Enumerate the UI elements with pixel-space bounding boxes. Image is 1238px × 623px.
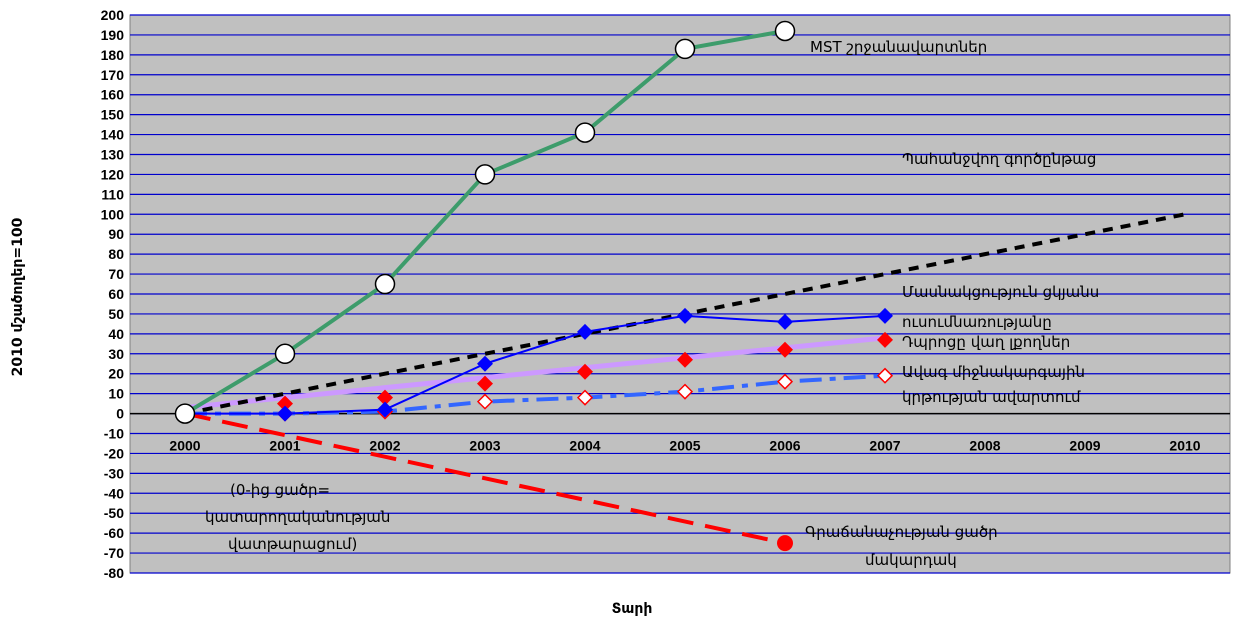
note-line2: կատարողականության <box>205 508 390 526</box>
y-tick-label: 40 <box>108 326 124 342</box>
x-tick-label: 2001 <box>269 438 300 454</box>
literacy-marker <box>476 393 494 410</box>
y-tick-label: 50 <box>108 306 124 322</box>
y-tick-label: 30 <box>108 346 124 362</box>
y-tick-label: 170 <box>101 67 125 83</box>
y-axis-title: 2010 մշածողեր=100 <box>10 217 26 376</box>
y-tick-label: 100 <box>101 206 125 222</box>
target-purple-line <box>184 335 886 411</box>
y-tick-label: 190 <box>101 27 125 43</box>
literacy-marker <box>676 383 694 400</box>
poverty-series-label-line2: մակարդակ <box>865 551 957 569</box>
mst-marker <box>174 403 196 424</box>
internet-series-label-line2: ուսումնառությանը <box>902 313 1052 331</box>
literacy-series-label-line1: Ավագ միջնակարգային <box>902 363 1085 381</box>
y-tick-label: -60 <box>104 525 124 541</box>
x-tick-label: 2005 <box>669 438 700 454</box>
internet-marker <box>677 307 693 324</box>
y-tick-label: -40 <box>104 485 124 501</box>
x-tick-label: 2010 <box>1169 438 1200 454</box>
y-tick-label: 110 <box>101 186 124 202</box>
y-tick-label: 140 <box>101 127 125 143</box>
y-tick-label: -50 <box>104 505 124 521</box>
x-tick-labels: 2000 2001 2002 2003 2004 2005 2006 2007 2008 2009… <box>169 438 1200 454</box>
x-axis-title: Տարի <box>612 601 653 617</box>
literacy-marker <box>876 367 894 384</box>
school-marker <box>577 363 593 380</box>
mst-marker <box>374 273 396 295</box>
y-tick-label: 10 <box>108 386 124 402</box>
internet-series-label-line1: Մասնակցություն ցկյանս <box>902 283 1099 301</box>
y-tick-label: -80 <box>104 565 124 581</box>
series-markers <box>174 20 894 552</box>
school-marker <box>877 331 893 348</box>
target-series-label: Պահանջվող գործընթաց <box>902 150 1096 168</box>
y-tick-label: -30 <box>104 465 124 481</box>
x-tick-label: 2008 <box>969 438 1000 454</box>
internet-line <box>185 314 886 415</box>
poverty-line <box>184 411 786 546</box>
school-marker <box>377 389 393 406</box>
x-tick-label: 2007 <box>869 438 900 454</box>
school-marker <box>777 341 793 358</box>
school-marker <box>477 375 493 392</box>
y-tick-label: 20 <box>108 366 124 382</box>
x-tick-label: 2002 <box>369 438 400 454</box>
poverty-marker <box>777 535 793 552</box>
literacy-marker <box>576 389 594 406</box>
internet-marker <box>877 307 893 324</box>
note-line3: վատթարացում) <box>228 535 357 553</box>
y-tick-label: 80 <box>108 246 124 262</box>
mst-marker <box>774 20 796 42</box>
y-tick-label: 90 <box>108 226 124 242</box>
y-tick-label: 0 <box>116 406 124 422</box>
x-tick-label: 2004 <box>569 438 600 454</box>
mst-marker <box>674 38 696 60</box>
y-tick-label: -10 <box>104 426 124 442</box>
note-line1: (0-ից ցածր= <box>230 481 330 499</box>
mst-series-label: MST շրջանավարտներ <box>810 38 987 56</box>
mst-marker <box>574 122 596 143</box>
literacy-line <box>185 373 886 416</box>
y-tick-label: 160 <box>101 87 125 103</box>
x-tick-label: 2003 <box>469 438 500 454</box>
annotations: MST շրջանավարտներ Պահանջվող գործընթաց Մա… <box>205 38 1099 569</box>
internet-marker <box>277 405 293 422</box>
mst-marker <box>274 343 296 365</box>
internet-marker <box>777 313 793 330</box>
y-tick-label: -70 <box>104 545 124 561</box>
school-marker <box>677 351 693 368</box>
internet-marker <box>377 401 393 418</box>
literacy-series-label-line2: կրթության ավարտում <box>902 388 1081 406</box>
y-tick-label: 130 <box>101 147 125 163</box>
y-tick-label: 200 <box>101 7 125 23</box>
y-tick-labels: -80 -70 -60 -50 -40 -30 -20 -10 0 10 20 30 40 50 60 70 8… <box>101 7 125 581</box>
school-series-label: Դպրոցը վաղ լքողներ <box>902 333 1070 351</box>
mst-marker <box>474 164 496 185</box>
y-tick-label: 150 <box>101 107 125 123</box>
y-tick-label: 120 <box>101 166 125 182</box>
y-tick-label: 70 <box>108 266 124 282</box>
x-tick-label: 2009 <box>1069 438 1100 454</box>
y-tick-label: -20 <box>104 445 124 461</box>
internet-marker <box>577 323 593 340</box>
internet-marker <box>477 355 493 372</box>
literacy-marker <box>776 373 794 390</box>
poverty-series-label-line1: Գրաճանաչության ցածր <box>805 523 998 541</box>
school-marker <box>277 395 293 412</box>
y-tick-label: 60 <box>108 286 124 302</box>
x-tick-label: 2006 <box>769 438 800 454</box>
y-tick-label: 180 <box>101 47 125 63</box>
x-tick-label: 2000 <box>169 438 200 454</box>
